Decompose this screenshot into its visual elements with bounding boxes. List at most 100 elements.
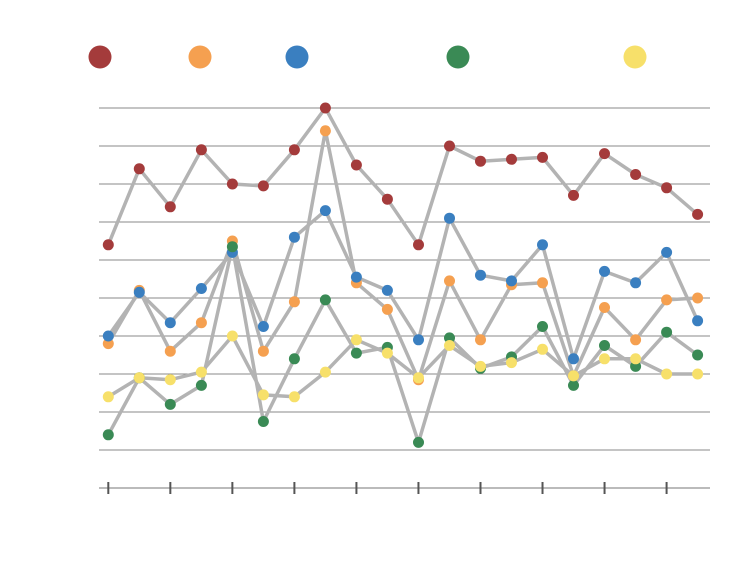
data-point-series-1 bbox=[226, 178, 238, 190]
legend-marker-4 bbox=[446, 45, 470, 69]
data-point-series-5 bbox=[164, 374, 176, 386]
series-line-1 bbox=[106, 106, 700, 247]
data-point-series-3 bbox=[475, 269, 486, 281]
data-point-series-3 bbox=[537, 239, 548, 251]
data-point-series-5 bbox=[226, 330, 238, 342]
data-point-series-1 bbox=[195, 144, 207, 156]
data-point-series-1 bbox=[164, 201, 176, 213]
data-point-series-3 bbox=[133, 286, 145, 298]
data-point-series-5 bbox=[413, 372, 424, 384]
data-point-series-3 bbox=[288, 231, 300, 243]
data-point-series-5 bbox=[568, 370, 579, 382]
data-point-series-3 bbox=[568, 353, 579, 365]
data-point-series-3 bbox=[599, 265, 610, 277]
data-point-series-1 bbox=[102, 239, 114, 251]
data-point-series-5 bbox=[319, 366, 331, 378]
data-point-series-1 bbox=[537, 151, 548, 163]
data-point-series-4 bbox=[102, 429, 114, 441]
data-point-series-4 bbox=[195, 379, 207, 391]
data-point-series-2 bbox=[630, 334, 642, 346]
data-point-series-5 bbox=[630, 353, 642, 365]
data-point-series-5 bbox=[661, 368, 673, 380]
data-point-series-1 bbox=[692, 208, 704, 220]
data-point-series-4 bbox=[537, 321, 548, 332]
data-point-series-5 bbox=[381, 347, 393, 359]
series-line-2 bbox=[106, 129, 700, 382]
data-point-series-1 bbox=[568, 189, 579, 201]
data-point-series-4 bbox=[288, 353, 300, 365]
data-point-series-3 bbox=[195, 283, 207, 294]
data-point-series-2 bbox=[537, 277, 548, 289]
data-point-series-3 bbox=[319, 205, 331, 217]
data-point-series-4 bbox=[350, 347, 362, 359]
data-point-series-1 bbox=[319, 102, 331, 114]
data-point-series-5 bbox=[350, 334, 362, 346]
data-point-series-4 bbox=[444, 332, 455, 344]
data-point-series-1 bbox=[133, 163, 145, 175]
data-point-series-5 bbox=[475, 360, 486, 372]
data-point-series-2 bbox=[195, 317, 207, 329]
data-point-series-3 bbox=[164, 317, 176, 329]
legend-marker-3 bbox=[285, 45, 309, 69]
data-point-series-2 bbox=[319, 125, 331, 137]
data-point-series-2 bbox=[102, 338, 114, 350]
data-point-series-4 bbox=[568, 379, 579, 391]
data-point-series-5 bbox=[599, 353, 610, 365]
data-point-series-2 bbox=[444, 275, 455, 287]
data-point-series-2 bbox=[288, 296, 300, 308]
data-point-series-4 bbox=[164, 398, 176, 410]
data-point-series-5 bbox=[288, 391, 300, 403]
data-point-series-2 bbox=[164, 345, 176, 357]
data-point-series-3 bbox=[444, 212, 455, 224]
data-point-series-5 bbox=[257, 389, 269, 401]
data-point-series-4 bbox=[257, 416, 269, 427]
data-point-series-1 bbox=[506, 153, 517, 165]
data-point-series-4 bbox=[226, 241, 238, 253]
data-point-series-1 bbox=[599, 148, 610, 160]
data-point-series-3 bbox=[506, 275, 517, 287]
data-point-series-5 bbox=[133, 372, 145, 384]
series-line-5 bbox=[106, 334, 700, 399]
data-point-series-2 bbox=[257, 345, 269, 357]
data-point-series-3 bbox=[630, 277, 642, 289]
data-point-series-2 bbox=[599, 302, 610, 313]
data-point-series-1 bbox=[257, 180, 269, 192]
data-point-series-4 bbox=[630, 360, 642, 372]
data-point-series-4 bbox=[692, 349, 704, 361]
series-points bbox=[102, 102, 704, 448]
data-point-series-2 bbox=[661, 294, 673, 306]
data-point-series-4 bbox=[599, 340, 610, 351]
data-point-series-1 bbox=[381, 193, 393, 205]
legend-marker-2 bbox=[188, 45, 212, 69]
data-point-series-2 bbox=[692, 292, 704, 304]
data-point-series-3 bbox=[413, 334, 424, 346]
x-axis bbox=[99, 482, 710, 494]
data-point-series-2 bbox=[381, 303, 393, 315]
data-point-series-1 bbox=[444, 140, 455, 152]
data-point-series-1 bbox=[661, 182, 673, 194]
data-point-series-1 bbox=[413, 239, 424, 251]
data-point-series-3 bbox=[661, 246, 673, 258]
series-line-4 bbox=[106, 244, 700, 445]
data-point-series-5 bbox=[102, 391, 114, 403]
x-ticks bbox=[107, 482, 668, 494]
data-point-series-5 bbox=[444, 340, 455, 351]
data-point-series-1 bbox=[350, 159, 362, 171]
data-point-series-1 bbox=[288, 144, 300, 156]
legend bbox=[88, 45, 647, 69]
data-point-series-4 bbox=[319, 294, 331, 306]
data-point-series-3 bbox=[102, 330, 114, 342]
legend-marker-5 bbox=[623, 45, 647, 69]
data-point-series-5 bbox=[506, 357, 517, 369]
data-point-series-3 bbox=[381, 284, 393, 296]
data-point-series-3 bbox=[257, 321, 269, 332]
data-point-series-3 bbox=[692, 315, 704, 327]
legend-marker-1 bbox=[88, 45, 112, 69]
data-point-series-4 bbox=[661, 326, 673, 338]
data-point-series-4 bbox=[413, 436, 424, 448]
data-point-series-2 bbox=[475, 334, 486, 346]
data-point-series-1 bbox=[630, 169, 642, 180]
data-point-series-5 bbox=[537, 343, 548, 355]
data-point-series-1 bbox=[475, 155, 486, 167]
